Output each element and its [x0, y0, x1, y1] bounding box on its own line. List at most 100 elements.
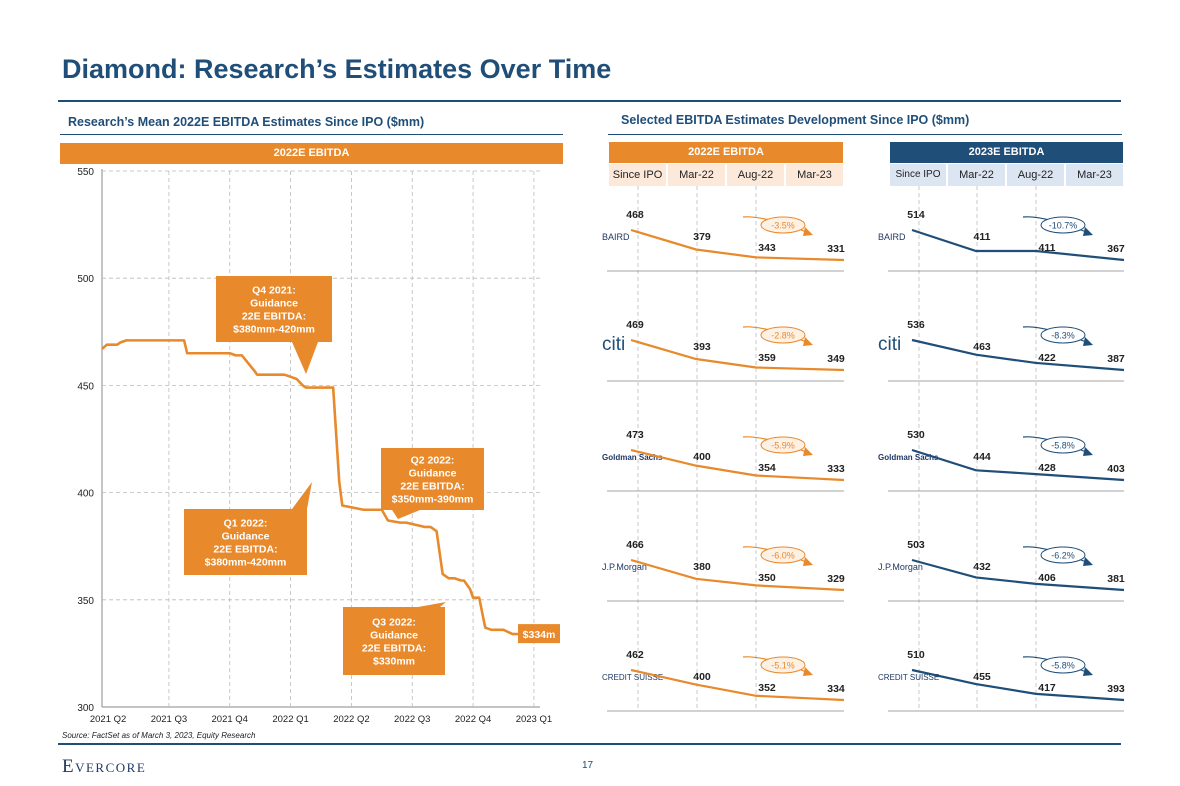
navy-panel-change-arrowhead — [1083, 447, 1093, 456]
orange-col-mar22: Mar-22 — [668, 164, 725, 186]
guidance-callout-text: Guidance — [370, 630, 418, 642]
navy-col-mar22: Mar-22 — [948, 164, 1005, 186]
orange-panel-value-label: 331 — [827, 243, 845, 255]
orange-panel-value-label: 333 — [827, 463, 845, 475]
page-number: 17 — [582, 760, 594, 771]
source-note: Source: FactSet as of March 3, 2023, Equ… — [62, 731, 256, 740]
navy-panel-value-label: 403 — [1107, 463, 1125, 475]
orange-panel-estimate-line — [630, 448, 845, 482]
orange-panel-change-arrowhead — [803, 227, 813, 236]
navy-panel-value-label: 432 — [973, 561, 991, 573]
guidance-callout-pointer — [392, 510, 420, 519]
navy-panel-estimate-line — [911, 338, 1125, 372]
navy-panel-estimate-line — [911, 668, 1125, 702]
navy-panel-change-pill — [1040, 436, 1086, 454]
x-tick-label: 2022 Q3 — [394, 714, 430, 725]
navy-panel-value-label: 381 — [1107, 573, 1125, 585]
navy-panel-change-pill — [1040, 546, 1086, 564]
navy-panel-value-label: 463 — [973, 341, 991, 353]
orange-panel-change-pill — [760, 216, 806, 234]
navy-col-aug22: Aug-22 — [1007, 164, 1064, 186]
y-tick-label: 350 — [77, 596, 94, 607]
navy-panel-value-label: 536 — [907, 319, 925, 331]
guidance-callout-text: Guidance — [409, 468, 457, 480]
orange-panel-value-label: 400 — [693, 671, 711, 683]
guidance-callout-text: 22E EBITDA: — [362, 643, 426, 655]
orange-panel-value-label: 350 — [758, 572, 776, 584]
title-rule — [58, 100, 1121, 102]
orange-panel-change-label: -5.1% — [771, 661, 795, 671]
guidance-callout-box — [381, 448, 484, 510]
navy-panel-value-label: 455 — [973, 671, 991, 683]
navy-panel-value-label: 411 — [1039, 242, 1056, 254]
navy-panel-bank-logo: Goldman Sachs — [878, 453, 939, 462]
navy-panel-change-label: -6.2% — [1051, 551, 1075, 561]
left-section-rule — [60, 134, 563, 135]
navy-panel-estimate-line — [911, 558, 1125, 592]
x-tick-label: 2022 Q4 — [455, 714, 491, 725]
guidance-callout-text: Q4 2021: — [252, 285, 296, 297]
navy-panel-bank-logo: BAIRD — [878, 232, 906, 242]
orange-panel-change-label: -2.8% — [771, 331, 795, 341]
navy-panel-value-label: 428 — [1038, 462, 1056, 474]
orange-panel-value-label: 334 — [827, 683, 845, 695]
x-tick-label: 2022 Q2 — [333, 714, 369, 725]
guidance-callout-text: Q1 2022: — [224, 518, 268, 530]
x-tick-label: 2021 Q4 — [212, 714, 248, 725]
y-tick-label: 400 — [77, 489, 94, 500]
navy-panel-bank-logo: citi — [878, 334, 901, 355]
guidance-callout-text: $350mm-390mm — [392, 494, 474, 506]
orange-panel-value-label: 329 — [827, 573, 845, 585]
navy-panel-value-label: 514 — [907, 209, 925, 221]
orange-panel-bank-logo: BAIRD — [602, 232, 630, 242]
orange-panel-change-arrowhead — [803, 667, 813, 676]
orange-panel-value-label: 349 — [827, 353, 845, 365]
navy-panel-value-label: 367 — [1107, 243, 1125, 255]
orange-panel-value-label: 400 — [693, 451, 711, 463]
guidance-callout-text: Guidance — [222, 531, 270, 543]
orange-panel-value-label: 462 — [626, 649, 644, 661]
orange-panel-bank-logo: citi — [602, 334, 625, 355]
right-section-rule — [608, 134, 1122, 135]
orange-panel-change-pill — [760, 656, 806, 674]
navy-panel-change-arrowhead — [1083, 557, 1093, 566]
navy-panel-change-pill — [1040, 656, 1086, 674]
navy-panel-change-arrowhead — [1083, 227, 1093, 236]
guidance-callout-text: 22E EBITDA: — [242, 311, 306, 323]
orange-panel-bank-logo: Goldman Sachs — [602, 453, 663, 462]
guidance-callout-text: $380mm-420mm — [205, 557, 287, 569]
orange-panel-change-label: -3.5% — [771, 221, 795, 231]
x-tick-label: 2021 Q2 — [90, 714, 126, 725]
navy-panel-change-label: -5.8% — [1051, 661, 1075, 671]
orange-col-aug22: Aug-22 — [727, 164, 784, 186]
navy-panel-value-label: 406 — [1038, 572, 1056, 584]
end-value-label-box — [518, 624, 560, 644]
guidance-callout-text: $380mm-420mm — [233, 324, 315, 336]
orange-panel-value-label: 466 — [626, 539, 644, 551]
navy-col-mar23: Mar-23 — [1066, 164, 1123, 186]
page-title: Diamond: Research’s Estimates Over Time — [62, 54, 612, 84]
navy-panel-change-arrowhead — [1083, 337, 1093, 346]
orange-panel-value-label: 354 — [758, 462, 776, 474]
left-section-title: Research’s Mean 2022E EBITDA Estimates S… — [68, 115, 425, 129]
guidance-callout-pointer — [292, 482, 312, 509]
right-section-title: Selected EBITDA Estimates Development Si… — [621, 113, 970, 127]
y-tick-label: 450 — [77, 381, 94, 392]
guidance-callout-text: $330mm — [373, 656, 415, 668]
orange-panel-value-label: 352 — [758, 682, 776, 694]
navy-panel-value-label: 503 — [907, 539, 925, 551]
x-tick-label: 2022 Q1 — [272, 714, 308, 725]
navy-panel-change-pill — [1040, 216, 1086, 234]
guidance-callout-text: 22E EBITDA: — [213, 544, 277, 556]
orange-table-banner: 2022E EBITDA — [609, 142, 843, 163]
navy-panel-value-label: 510 — [907, 649, 925, 661]
navy-table-banner: 2023E EBITDA — [890, 142, 1123, 163]
orange-panel-bank-logo: J.P.Morgan — [602, 562, 647, 572]
orange-panel-change-pill — [760, 436, 806, 454]
orange-panel-estimate-line — [630, 668, 845, 702]
navy-panel-value-label: 530 — [907, 429, 925, 441]
navy-panel-change-label: -5.8% — [1051, 441, 1075, 451]
guidance-callout-text: Guidance — [250, 298, 298, 310]
navy-panel-change-label: -10.7% — [1049, 221, 1078, 231]
orange-panel-value-label: 468 — [626, 209, 644, 221]
